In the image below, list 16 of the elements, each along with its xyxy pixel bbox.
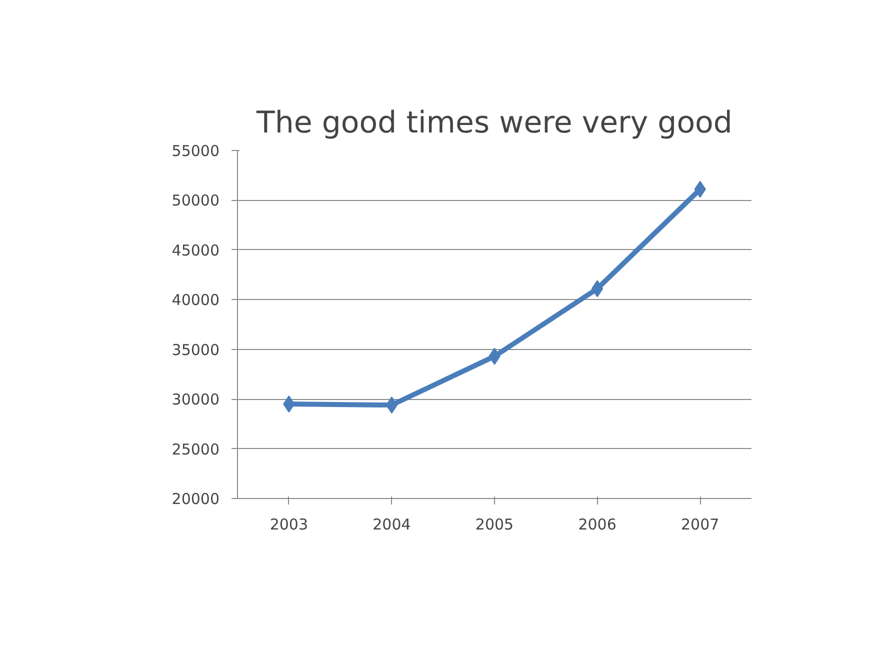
x-tick-label: 2005 bbox=[475, 516, 514, 534]
y-tick-label: 25000 bbox=[172, 440, 220, 458]
chart-title: The good times were very good bbox=[256, 106, 732, 140]
y-tick-label: 55000 bbox=[172, 142, 220, 160]
y-tick-label: 30000 bbox=[172, 390, 220, 409]
x-tick-label: 2003 bbox=[270, 516, 308, 534]
y-tick-label: 45000 bbox=[172, 241, 220, 260]
point bbox=[386, 396, 398, 414]
x-tick-label: 2004 bbox=[372, 516, 411, 534]
y-tick-label: 40000 bbox=[172, 291, 220, 310]
y-tick-label: 35000 bbox=[172, 340, 220, 359]
x-tick-label: 2007 bbox=[681, 516, 720, 534]
point bbox=[591, 280, 604, 298]
y-tick-label: 20000 bbox=[172, 490, 220, 508]
x-tick-label: 2006 bbox=[578, 516, 616, 534]
y-tick-label: 50000 bbox=[172, 192, 220, 210]
